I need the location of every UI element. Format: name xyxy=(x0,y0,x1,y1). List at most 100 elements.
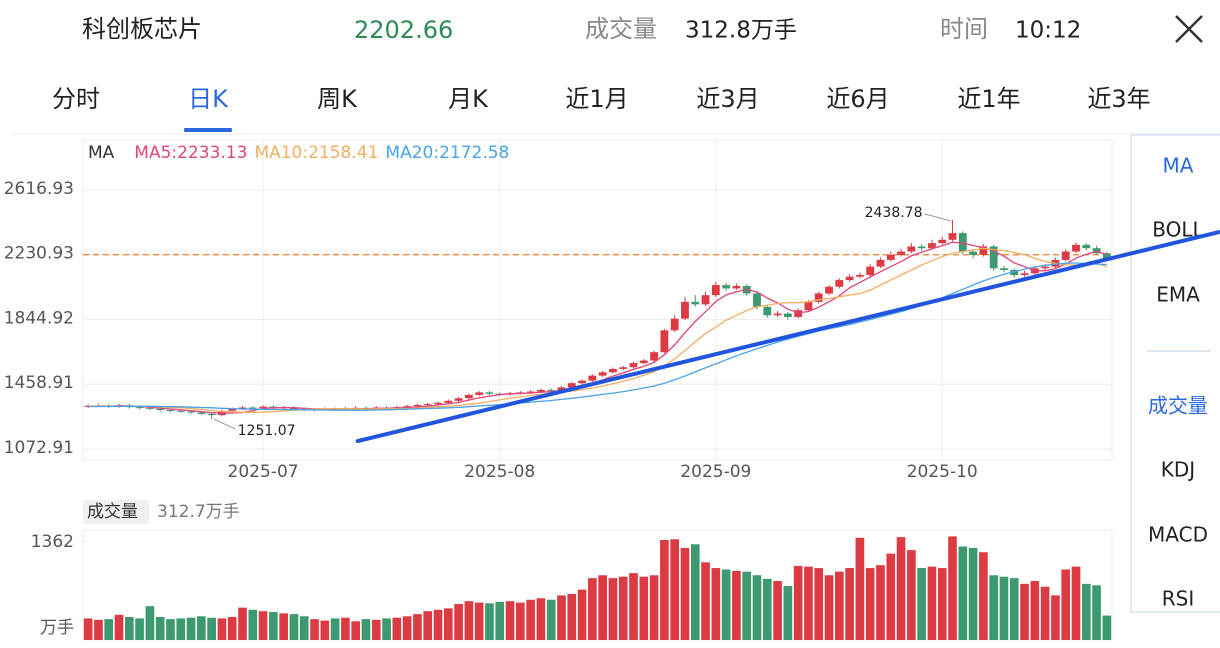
candle-body xyxy=(403,406,412,408)
side-menu-item[interactable]: MACD xyxy=(1148,523,1208,547)
low-pointer xyxy=(213,418,236,430)
volume-bar xyxy=(186,617,196,640)
side-menu-item[interactable]: 成交量 xyxy=(1148,394,1208,418)
candle-body xyxy=(825,286,833,294)
stock-price: 2202.66 xyxy=(354,16,453,44)
volume-bar xyxy=(793,565,803,640)
candle-body xyxy=(609,368,617,373)
candle-body xyxy=(187,411,195,413)
volume-unit: 万手 xyxy=(40,618,74,638)
candle-body xyxy=(753,293,761,307)
candle-body xyxy=(897,251,905,255)
volume-frame xyxy=(82,529,1113,641)
side-menu-item[interactable]: RSI xyxy=(1162,587,1195,611)
volume-bar xyxy=(166,619,175,640)
volume-bar xyxy=(598,575,607,640)
volume-bar xyxy=(310,619,319,640)
volume-bar xyxy=(269,611,278,640)
tab[interactable]: 近1月 xyxy=(565,85,628,113)
legend-entry: MA10:2158.41 xyxy=(254,143,378,163)
candle-body xyxy=(423,404,432,406)
volume-bar xyxy=(1030,581,1040,640)
close-button[interactable] xyxy=(1175,15,1203,43)
tab[interactable]: 分时 xyxy=(52,85,100,113)
candle-body xyxy=(156,408,165,411)
volume-bar xyxy=(94,619,103,640)
candle-body xyxy=(989,246,998,269)
volume-bar xyxy=(917,568,926,640)
ma-line xyxy=(88,247,1108,414)
candle-body xyxy=(773,313,782,316)
volume-bar xyxy=(124,616,134,640)
volume-bar xyxy=(927,566,937,640)
volume-bar xyxy=(937,568,947,640)
y-tick-label: 2616.93 xyxy=(4,179,74,199)
volume-bar xyxy=(361,619,371,640)
volume-bar xyxy=(1040,586,1050,640)
candle-body xyxy=(228,408,237,411)
volume-bar xyxy=(896,537,906,640)
tab[interactable]: 周K xyxy=(317,85,358,113)
volume-title: 成交量 xyxy=(87,502,138,522)
volume-bar xyxy=(320,620,330,640)
y-tick-label: 1362 xyxy=(31,532,74,552)
volume-bar xyxy=(402,616,412,640)
volume-bar xyxy=(855,537,865,640)
volume-bar xyxy=(155,616,165,640)
candle-body xyxy=(876,259,885,267)
tab[interactable]: 近1年 xyxy=(957,85,1020,113)
candle-body xyxy=(938,239,947,244)
volume-bar xyxy=(299,616,309,640)
y-tick-label: 1458.91 xyxy=(4,373,74,393)
candle-body xyxy=(1010,269,1019,276)
tab-underline xyxy=(184,128,232,132)
volume-bar xyxy=(752,575,762,640)
candle-body xyxy=(526,391,535,393)
tab[interactable]: 日K xyxy=(188,85,229,113)
volume-bar xyxy=(464,601,474,640)
volume-bar xyxy=(248,609,258,640)
volume-subtitle: 312.7万手 xyxy=(157,502,240,522)
time-value: 10:12 xyxy=(1015,18,1081,44)
tab[interactable]: 近6月 xyxy=(826,85,889,113)
candle-body xyxy=(619,367,628,369)
tab[interactable]: 近3年 xyxy=(1087,85,1150,113)
candle-body xyxy=(804,301,813,311)
volume-bar xyxy=(670,539,679,640)
side-menu-item[interactable]: KDJ xyxy=(1161,458,1195,482)
tab[interactable]: 月K xyxy=(448,85,489,113)
volume-bar xyxy=(886,553,896,640)
candle-body xyxy=(1082,244,1091,249)
volume-bar xyxy=(721,569,731,640)
candle-body xyxy=(917,246,926,249)
side-menu-item[interactable]: EMA xyxy=(1156,283,1200,307)
volume-bar xyxy=(876,565,885,640)
volume-bar xyxy=(711,568,721,640)
volume-bar xyxy=(1081,583,1091,640)
legend-entry: MA5:2233.13 xyxy=(134,143,247,163)
volume-bar xyxy=(762,578,772,640)
trend-line xyxy=(355,230,1220,444)
candle-body xyxy=(1072,244,1080,252)
high-pointer xyxy=(924,213,951,222)
legend-entry: MA20:2172.58 xyxy=(385,143,509,163)
candle-body xyxy=(783,313,792,317)
volume-bar xyxy=(351,621,361,640)
x-tick-label: 2025-08 xyxy=(464,462,535,482)
candle-body xyxy=(629,363,638,368)
volume-bar xyxy=(773,581,782,640)
candle-body xyxy=(259,406,267,408)
volume-bar xyxy=(114,614,124,640)
side-menu-item[interactable]: MA xyxy=(1163,154,1194,178)
candle-body xyxy=(567,383,576,388)
volume-bar xyxy=(1051,595,1060,640)
volume-bar xyxy=(413,614,422,640)
tab[interactable]: 近3月 xyxy=(696,85,759,113)
candle-body xyxy=(948,233,957,240)
legend-title: MA xyxy=(88,143,115,163)
candle-body xyxy=(958,233,967,252)
volume-bar xyxy=(1009,578,1019,640)
volume-bar xyxy=(217,618,227,640)
candle-body xyxy=(578,380,586,384)
y-tick-label: 1072.91 xyxy=(4,438,74,458)
